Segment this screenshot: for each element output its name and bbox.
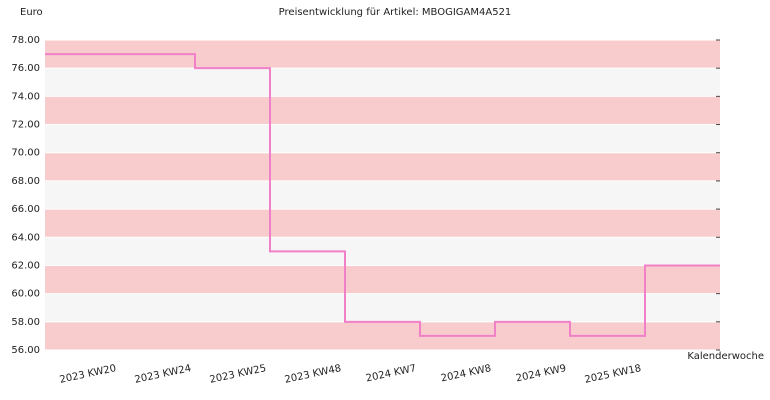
grid-band [45, 293, 720, 322]
y-axis-label: Euro [20, 7, 43, 18]
grid-band [45, 152, 720, 181]
x-tick-label: 2023 KW24 [134, 363, 192, 386]
grid-band [45, 237, 720, 266]
grid-band [45, 180, 720, 210]
x-tick-label: 2023 KW20 [59, 363, 117, 386]
x-tick-label: 2023 KW48 [284, 363, 342, 386]
y-tick-label: 60.00 [11, 289, 40, 300]
price-line [45, 53, 720, 337]
y-tick-label: 74.00 [11, 91, 40, 102]
y-tick-label: 76.00 [11, 63, 40, 74]
x-axis-label: Kalenderwoche [687, 351, 764, 362]
x-tick-label: 2024 KW9 [515, 363, 567, 384]
grid-band [45, 124, 720, 153]
grid-band [45, 209, 720, 238]
x-tick-label: 2024 KW8 [440, 363, 492, 384]
grid-band [45, 68, 720, 97]
y-tick-label: 66.00 [11, 204, 40, 215]
grid-band [45, 96, 720, 125]
y-tick-label: 78.00 [11, 35, 40, 46]
x-tick-label: 2024 KW7 [365, 363, 417, 384]
chart-title: Preisentwicklung für Artikel: MBOGIGAM4A… [279, 7, 512, 18]
x-tick-label: 2025 KW18 [584, 363, 642, 386]
grid-band [45, 265, 720, 294]
x-tick-label: 2023 KW25 [209, 363, 267, 386]
y-tick-label: 64.00 [11, 232, 40, 243]
y-tick-label: 70.00 [11, 148, 40, 159]
y-tick-label: 56.00 [11, 345, 40, 356]
y-tick-label: 72.00 [11, 120, 40, 131]
y-tick-label: 58.00 [11, 317, 40, 328]
y-tick-label: 62.00 [11, 260, 40, 271]
y-tick-label: 68.00 [11, 176, 40, 187]
